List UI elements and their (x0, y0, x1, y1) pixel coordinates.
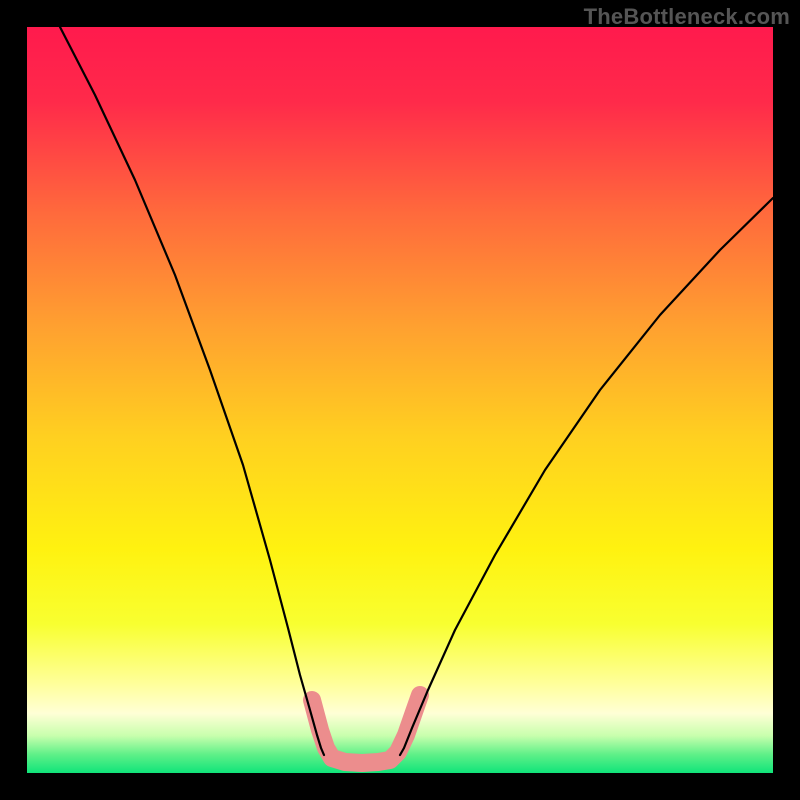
plot-background (27, 27, 773, 773)
chart-frame: TheBottleneck.com (0, 0, 800, 800)
watermark-text: TheBottleneck.com (584, 4, 790, 30)
chart-svg (0, 0, 800, 800)
